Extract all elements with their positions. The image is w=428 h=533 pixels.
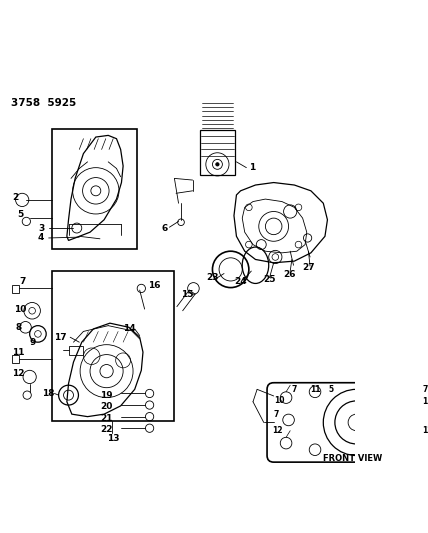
- Bar: [12, 356, 19, 363]
- Text: 7: 7: [422, 385, 428, 394]
- Bar: [52, 129, 137, 249]
- Text: FRONT VIEW: FRONT VIEW: [323, 454, 383, 463]
- Text: 3: 3: [38, 223, 44, 232]
- Text: 25: 25: [264, 275, 276, 284]
- Text: 10: 10: [273, 395, 284, 405]
- Text: 14: 14: [123, 325, 136, 334]
- Text: 9: 9: [30, 338, 36, 346]
- Text: 15: 15: [181, 290, 193, 298]
- Text: 26: 26: [284, 270, 296, 279]
- Text: 11: 11: [422, 397, 428, 406]
- Text: 12: 12: [422, 426, 428, 435]
- Bar: [12, 285, 19, 293]
- Bar: [52, 271, 174, 421]
- Text: 23: 23: [206, 273, 218, 282]
- Text: 20: 20: [100, 402, 112, 411]
- Text: 5: 5: [328, 385, 333, 394]
- Text: 22: 22: [100, 425, 113, 434]
- Text: 17: 17: [54, 333, 67, 342]
- Text: 24: 24: [234, 277, 247, 286]
- Text: 6: 6: [162, 223, 168, 232]
- Text: 11: 11: [12, 348, 25, 357]
- Bar: [68, 346, 83, 354]
- Text: 16: 16: [148, 281, 160, 290]
- Text: 5: 5: [17, 211, 24, 219]
- Text: 7: 7: [292, 385, 297, 394]
- Circle shape: [216, 163, 219, 166]
- Text: 7: 7: [273, 410, 279, 418]
- Text: 12: 12: [272, 426, 282, 435]
- Text: 4: 4: [38, 233, 44, 243]
- Text: 1: 1: [249, 163, 255, 172]
- Text: 3758  5925: 3758 5925: [11, 98, 76, 108]
- Text: 11: 11: [310, 385, 321, 394]
- Text: 8: 8: [15, 323, 22, 332]
- Text: 7: 7: [19, 277, 25, 286]
- Text: 13: 13: [107, 434, 119, 443]
- Text: 12: 12: [12, 369, 25, 378]
- Text: 27: 27: [302, 263, 315, 272]
- Text: 18: 18: [42, 389, 54, 398]
- Text: 19: 19: [100, 391, 113, 400]
- Bar: [200, 130, 235, 175]
- Text: 2: 2: [12, 193, 18, 202]
- Text: 10: 10: [14, 304, 26, 313]
- Text: 21: 21: [100, 414, 113, 423]
